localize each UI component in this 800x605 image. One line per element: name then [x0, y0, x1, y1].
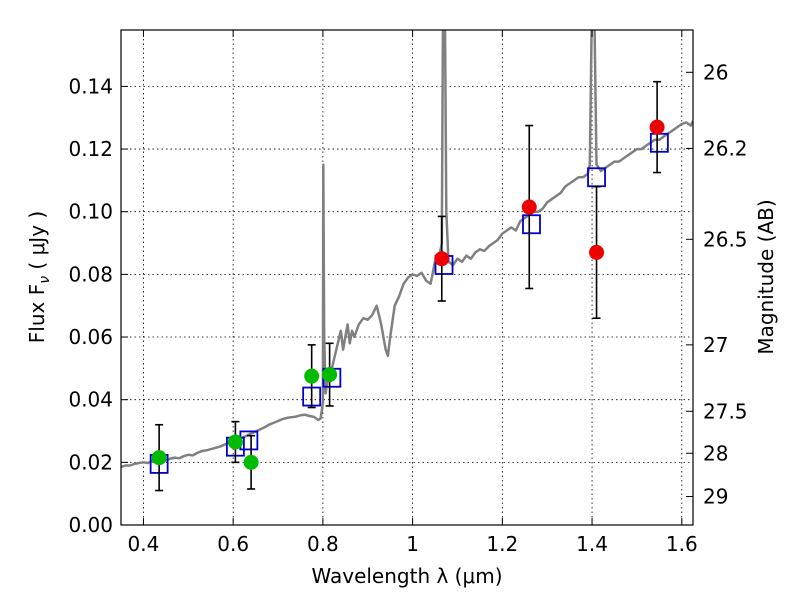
observed-point	[589, 244, 605, 260]
model-photometry-square	[522, 214, 541, 235]
y2-tick-label: 28	[703, 441, 728, 465]
observed-point	[649, 119, 665, 135]
y-tick-label: 0.12	[68, 137, 113, 161]
y-axis-label-sub: ν	[37, 276, 53, 284]
y2-tick-label: 26	[703, 60, 728, 84]
grid	[121, 30, 693, 526]
y-tick-label: 0.14	[68, 74, 113, 98]
plot-frame	[120, 29, 694, 526]
y-tick-label: 0.02	[68, 450, 113, 474]
model-spectrum-line	[121, 30, 693, 469]
error-bars	[151, 80, 665, 492]
observed-point	[521, 199, 537, 215]
y-tick-label: 0.10	[68, 200, 113, 224]
y2-tick-label: 27.5	[703, 399, 748, 423]
observed-point	[304, 368, 320, 384]
y2-axis-label: Magnitude (AB)	[754, 199, 778, 354]
x-tick-label: 0.6	[217, 532, 249, 556]
y2-tick-label: 27	[703, 333, 728, 357]
y-tick-label: 0.00	[68, 513, 113, 537]
y2-tick-label: 26.2	[703, 136, 748, 160]
x-tick-label: 1	[406, 532, 419, 556]
ticks: 0.4 0.6 0.8 1 1.2 1.4 1.6 0.00 0.02 0.04 0.06 0.08 0…	[68, 30, 748, 556]
y-tick-label: 0.08	[68, 262, 113, 286]
x-axis-label: Wavelength λ (μm)	[311, 564, 502, 588]
observed-point	[227, 434, 243, 450]
x-tick-label: 1.6	[666, 532, 698, 556]
observed-point	[322, 367, 338, 383]
y-tick-label: 0.04	[68, 388, 113, 412]
y2-tick-label: 29	[703, 484, 728, 508]
y-axis-label-main: Flux F	[25, 284, 49, 343]
x-tick-label: 1.4	[576, 532, 608, 556]
y-tick-label: 0.06	[68, 325, 113, 349]
x-tick-label: 0.8	[307, 532, 339, 556]
observed-point	[434, 251, 450, 267]
observed-point	[151, 450, 167, 466]
y-axis-label-unit: ( μJy )	[25, 211, 49, 276]
x-tick-label: 1.2	[486, 532, 518, 556]
observed-point	[243, 454, 259, 470]
y-axis-label: Flux Fν ( μJy )	[25, 211, 53, 343]
y2-tick-label: 26.5	[703, 227, 748, 251]
x-tick-label: 0.4	[128, 532, 160, 556]
